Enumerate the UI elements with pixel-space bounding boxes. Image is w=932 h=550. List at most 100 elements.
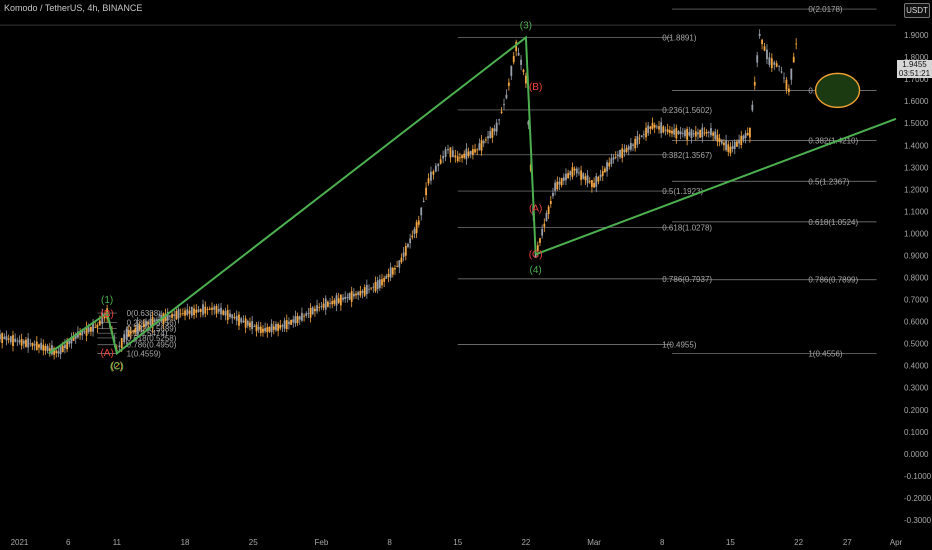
fib-level-label: 0.382(1.4210) [808, 137, 858, 146]
candle-body [640, 135, 643, 138]
candle-body [400, 257, 403, 263]
candle-body [610, 158, 613, 164]
candle-body [64, 344, 66, 349]
candle-body [480, 140, 483, 151]
x-tick-label: 27 [843, 538, 852, 547]
candle-body [573, 168, 576, 171]
y-tick-label: -0.1000 [904, 472, 932, 481]
candle-body [272, 326, 275, 330]
candle-body [175, 310, 178, 320]
candle-body [783, 77, 785, 79]
candle-body [68, 340, 71, 345]
candle-body [296, 316, 299, 323]
candle-body [770, 58, 773, 69]
candle-body [681, 133, 684, 134]
candle-body [449, 147, 452, 158]
candle-body [277, 323, 280, 331]
fib-level-label: 0.786(0.7899) [808, 276, 858, 285]
candle-body [81, 329, 84, 336]
candle-body [5, 336, 8, 341]
candle-body [714, 131, 717, 140]
wave-line [48, 35, 537, 356]
candle-body [723, 142, 725, 146]
candle-body [391, 267, 394, 275]
candle-body [44, 346, 47, 351]
candle-body [70, 337, 73, 344]
candle-body [202, 304, 204, 315]
candle-body [688, 132, 691, 136]
candle-body [773, 62, 776, 65]
candle-body [697, 132, 699, 135]
candle-body [606, 162, 608, 172]
fib-level-label: 1(0.4559) [127, 349, 162, 358]
candle-body [489, 131, 492, 139]
wave-line [535, 117, 897, 256]
candle-body [0, 334, 1, 340]
candle-body [270, 323, 273, 333]
candle-body [275, 323, 277, 331]
candle-body [461, 155, 463, 158]
candle-body [46, 345, 49, 352]
candle-body [642, 134, 645, 136]
wave-label: (A) [100, 348, 113, 359]
currency-button[interactable]: USDT [904, 3, 930, 18]
candle-body [20, 338, 23, 346]
candle-body [505, 94, 508, 99]
candle-body [361, 290, 364, 293]
candle-body [72, 337, 75, 341]
candle-body [59, 346, 62, 355]
candle-body [404, 246, 407, 256]
current-price-value: 1.9455 [902, 60, 927, 69]
candle-body [705, 131, 708, 134]
candle-body [520, 59, 522, 65]
candle-body [324, 298, 327, 310]
candle-body [387, 273, 390, 277]
candle-body [686, 128, 689, 140]
fib-level-label: 0.618(1.0278) [662, 223, 712, 232]
candle-body [294, 316, 297, 324]
candle-body [305, 313, 308, 316]
x-tick-label: 22 [794, 538, 803, 547]
candle-body [283, 320, 286, 329]
candle-body [61, 345, 64, 353]
candle-body [753, 81, 756, 86]
y-tick-label: 0.5000 [904, 340, 929, 349]
candle-body [627, 146, 630, 150]
candle-body [376, 280, 379, 290]
y-axis-panel [897, 0, 932, 535]
candle-body [268, 326, 271, 332]
candle-body [303, 315, 305, 317]
candle-body [736, 141, 738, 147]
candle-body [220, 307, 222, 315]
candle-body [320, 306, 323, 307]
x-tick-label: Feb [314, 538, 328, 547]
candle-body [372, 286, 375, 288]
candle-body [625, 147, 628, 152]
candle-body [204, 306, 207, 314]
candle-body [586, 175, 589, 184]
candle-body [478, 143, 481, 151]
candle-body [454, 155, 457, 158]
candle-body [427, 178, 430, 184]
candle-body [385, 275, 388, 279]
candle-body [240, 318, 243, 323]
candle-body [795, 43, 798, 45]
candle-body [751, 104, 754, 111]
candle-body [534, 252, 537, 258]
candle-body [651, 122, 654, 129]
candle-body [655, 126, 658, 128]
candle-body [398, 260, 401, 268]
y-tick-label: 0.9000 [904, 251, 929, 260]
wave-label: (3) [520, 20, 532, 31]
candle-body [326, 301, 329, 307]
candle-body [451, 150, 454, 158]
candle-body [510, 65, 513, 76]
y-tick-label: 1.5000 [904, 119, 929, 128]
candle-body [118, 345, 121, 347]
candle-body [195, 309, 198, 313]
candle-body [186, 309, 189, 316]
y-tick-label: 1.7000 [904, 75, 929, 84]
candle-body [567, 173, 570, 179]
candle-body [231, 314, 234, 319]
